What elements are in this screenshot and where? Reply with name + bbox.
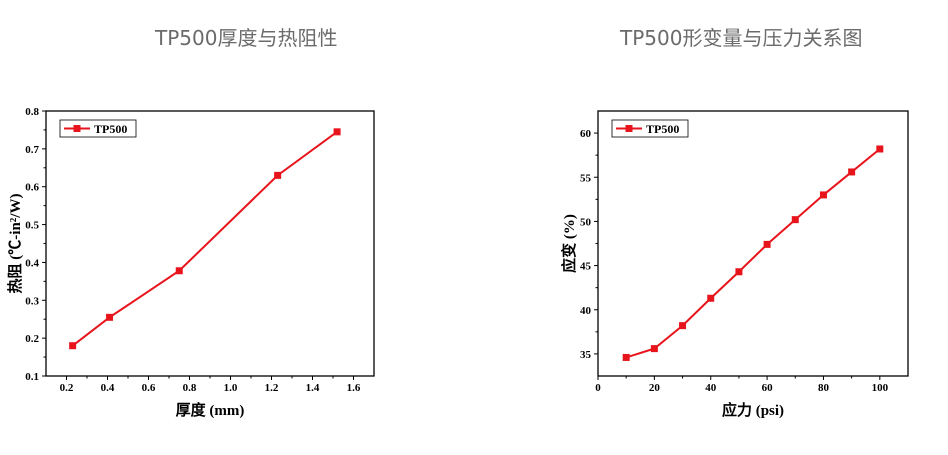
right-y-tick-label: 55 [580, 172, 592, 184]
right-panel-title: TP500形变量与压力关系图 [620, 26, 863, 50]
left-x-tick-label: 0.4 [101, 382, 115, 394]
left-y-tick-label: 0.6 [25, 182, 39, 194]
left-y-tick-label: 0.1 [25, 371, 39, 383]
right-x-tick-label: 20 [649, 382, 661, 394]
left-data-point [175, 267, 183, 275]
right-legend-marker [625, 125, 633, 132]
left-legend-marker [73, 125, 81, 132]
right-data-point [679, 322, 687, 330]
left-x-tick-label: 0.6 [142, 382, 156, 394]
left-x-axis-label: 厚度 (mm) [176, 401, 245, 419]
right-y-axis-label: 应变 (%) [560, 214, 578, 273]
left-data-point [333, 128, 341, 136]
left-y-tick-label: 0.3 [25, 295, 39, 307]
right-plot-frame [597, 110, 909, 377]
right-x-axis-label: 应力 (psi) [722, 401, 784, 419]
left-y-tick-label: 0.2 [25, 333, 39, 345]
left-x-tick-label: 1.6 [347, 382, 361, 394]
left-data-point [69, 342, 77, 350]
left-y-tick-label: 0.5 [25, 220, 39, 232]
right-y-tick-label: 35 [580, 349, 592, 361]
right-data-point [707, 294, 715, 302]
right-legend-label: TP500 [646, 122, 679, 136]
right-data-point [848, 168, 856, 176]
right-x-tick-label: 100 [872, 382, 889, 394]
right-y-tick-label: 45 [580, 261, 592, 273]
left-data-point [274, 171, 282, 179]
left-x-tick-label: 1.4 [306, 382, 320, 394]
left-x-tick-label: 0.8 [183, 382, 197, 394]
left-y-tick-label: 0.4 [25, 257, 39, 269]
left-legend-label: TP500 [94, 122, 127, 136]
right-y-tick-label: 40 [580, 305, 592, 317]
right-data-point [791, 216, 799, 224]
right-x-tick-label: 60 [762, 382, 774, 394]
left-y-axis-label: 热阻 (℃-in²/W) [6, 194, 24, 294]
right-y-tick-label: 60 [580, 128, 592, 140]
right-x-tick-label: 0 [595, 382, 601, 394]
right-x-tick-label: 40 [705, 382, 717, 394]
left-panel-title: TP500厚度与热阻性 [155, 26, 338, 50]
right-data-point [763, 240, 771, 248]
right-data-point [876, 145, 884, 153]
left-data-point [106, 313, 114, 321]
right-data-point [650, 345, 658, 353]
right-data-point [819, 191, 827, 199]
left-y-tick-label: 0.7 [25, 144, 39, 156]
left-legend-box [59, 119, 137, 138]
right-y-tick-label: 50 [580, 216, 592, 228]
left-x-tick-label: 0.2 [60, 382, 74, 394]
left-x-tick-label: 1.0 [224, 382, 238, 394]
left-x-tick-label: 1.2 [265, 382, 279, 394]
right-x-tick-label: 80 [818, 382, 830, 394]
right-series-line [625, 148, 881, 359]
left-y-tick-label: 0.8 [25, 106, 39, 118]
right-data-point [735, 268, 743, 276]
left-plot-frame [45, 110, 375, 377]
right-data-point [622, 353, 630, 361]
left-series-line [72, 131, 338, 347]
right-legend-box [611, 119, 689, 138]
